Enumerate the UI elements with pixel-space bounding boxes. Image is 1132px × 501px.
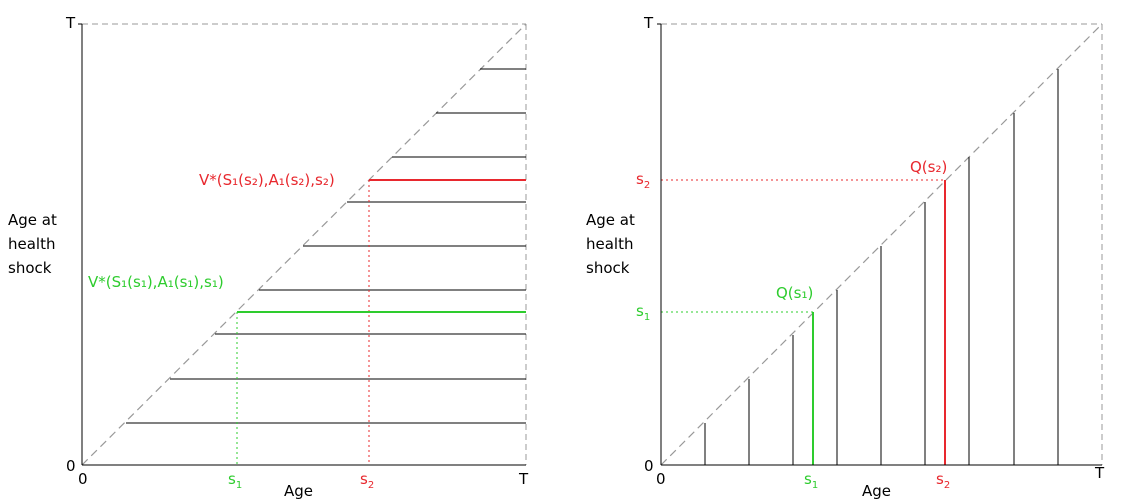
right-x-axis-label: Age — [862, 482, 891, 500]
right-s2-x-tick-label: s2 — [936, 470, 950, 491]
left-origin-x-label: 0 — [78, 470, 88, 488]
right-s1-y-tick-label: s1 — [636, 302, 650, 323]
left-y-axis-label-1: Age at — [8, 211, 57, 229]
right-origin-y-label: 0 — [644, 457, 654, 475]
left-diagonal-line — [81, 23, 527, 466]
left-green-value-label: V*(S₁(s₁),A₁(s₁),s₁) — [88, 273, 224, 291]
right-y-axis-label-3: shock — [586, 259, 630, 277]
right-y-axis-label-1: Age at — [586, 211, 635, 229]
left-x-axis-label: Age — [284, 482, 313, 500]
left-origin-y-label: 0 — [66, 457, 76, 475]
right-q2-label: Q(s₂) — [910, 158, 947, 176]
left-y-axis-label-2: health — [8, 235, 55, 253]
right-vertical-lines — [704, 69, 1059, 465]
right-s2-y-tick-label: s2 — [636, 170, 650, 191]
left-s1-tick-label: s1 — [228, 470, 242, 491]
right-q1-label: Q(s₁) — [776, 284, 813, 302]
left-red-value-label: V*(S₁(s₂),A₁(s₂),s₂) — [199, 171, 335, 189]
right-s1-x-tick-label: s1 — [804, 470, 818, 491]
left-y-top-label: T — [65, 14, 76, 32]
right-panel: T 0 0 T s1 s2 s1 s2 Age Age at health sh… — [586, 14, 1105, 500]
right-origin-x-label: 0 — [656, 470, 666, 488]
right-x-end-label: T — [1094, 464, 1105, 482]
right-y-top-label: T — [643, 14, 654, 32]
left-x-end-label: T — [518, 470, 529, 488]
left-panel: T 0 0 T s1 s2 Age Age at health shock V*… — [8, 14, 529, 500]
right-y-axis-label-2: health — [586, 235, 633, 253]
left-horizontal-lines — [126, 68, 526, 424]
left-y-axis-label-3: shock — [8, 259, 52, 277]
left-s2-tick-label: s2 — [360, 470, 374, 491]
